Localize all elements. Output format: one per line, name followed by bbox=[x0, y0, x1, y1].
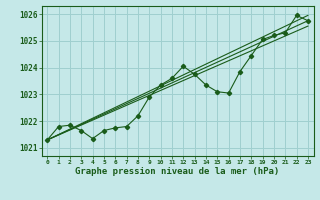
X-axis label: Graphe pression niveau de la mer (hPa): Graphe pression niveau de la mer (hPa) bbox=[76, 167, 280, 176]
